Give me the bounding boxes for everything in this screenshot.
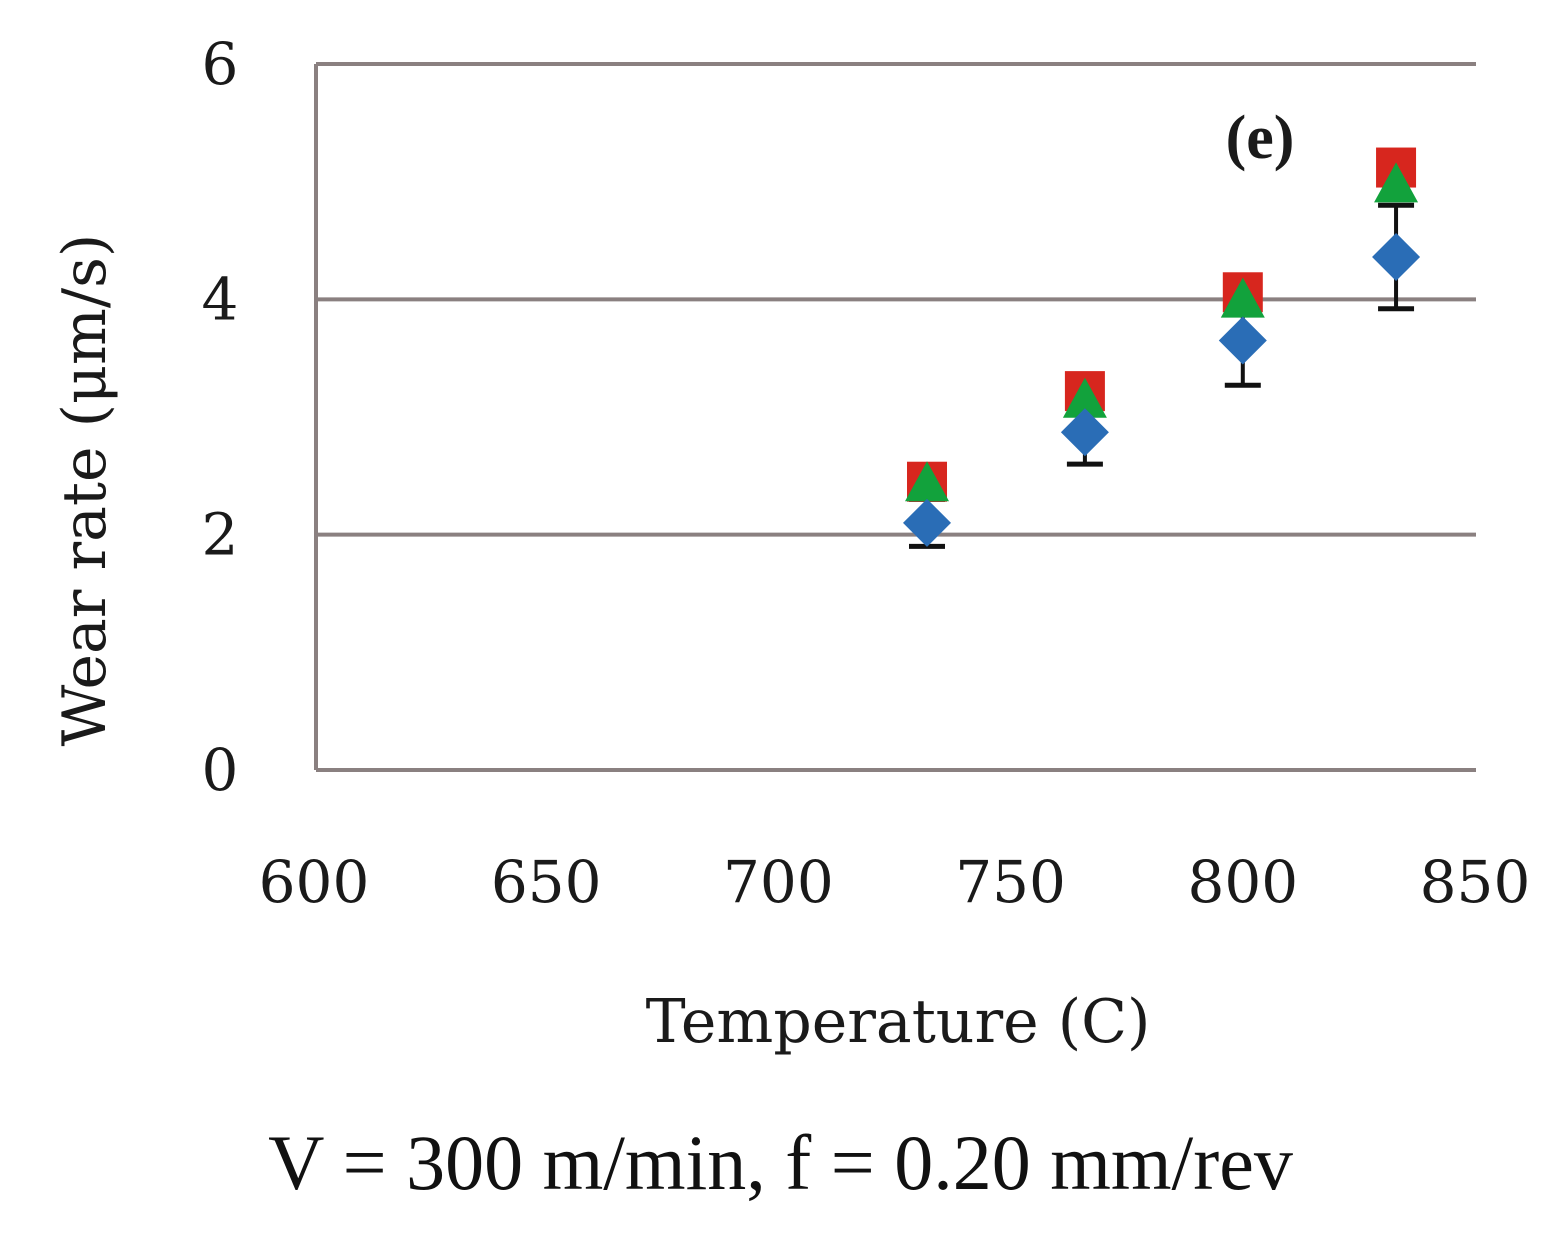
y-tick-labels: 0 2 4 6: [202, 30, 239, 804]
diamond-marker: [1060, 408, 1109, 457]
axes: [314, 64, 1476, 772]
panel-label: (e): [1226, 104, 1295, 172]
y-axis-title: Wear rate (μm/s): [50, 234, 120, 747]
diamond-marker: [1218, 316, 1267, 365]
x-axis-title: Temperature (C): [646, 987, 1151, 1057]
gridlines: [316, 62, 1476, 772]
x-tick-labels: 600 650 700 750 800 850: [259, 848, 1531, 916]
x-tick-label: 650: [491, 848, 602, 916]
error-bars: [909, 202, 1415, 549]
triangle-marker: [1374, 162, 1419, 203]
x-tick-label: 850: [1420, 848, 1531, 916]
triangle-marker: [1220, 277, 1265, 318]
triangle-marker: [1062, 377, 1107, 418]
diamond-marker: [903, 498, 952, 547]
y-tick-label: 4: [202, 265, 239, 333]
y-tick-label: 2: [202, 501, 239, 569]
diamond-marker: [1372, 232, 1421, 281]
data-markers: [903, 147, 1421, 547]
x-tick-label: 750: [955, 848, 1066, 916]
x-tick-label: 600: [259, 848, 370, 916]
figure-caption: V = 300 m/min, f = 0.20 mm/rev: [268, 1119, 1293, 1206]
y-tick-label: 6: [202, 30, 239, 98]
x-tick-label: 800: [1187, 848, 1298, 916]
y-tick-label: 0: [202, 736, 239, 804]
wear-rate-chart: 0 2 4 6 600 650 700 750 800 850 (e) Temperature …: [50, 30, 1531, 1057]
x-tick-label: 700: [723, 848, 834, 916]
triangle-marker: [905, 461, 950, 502]
